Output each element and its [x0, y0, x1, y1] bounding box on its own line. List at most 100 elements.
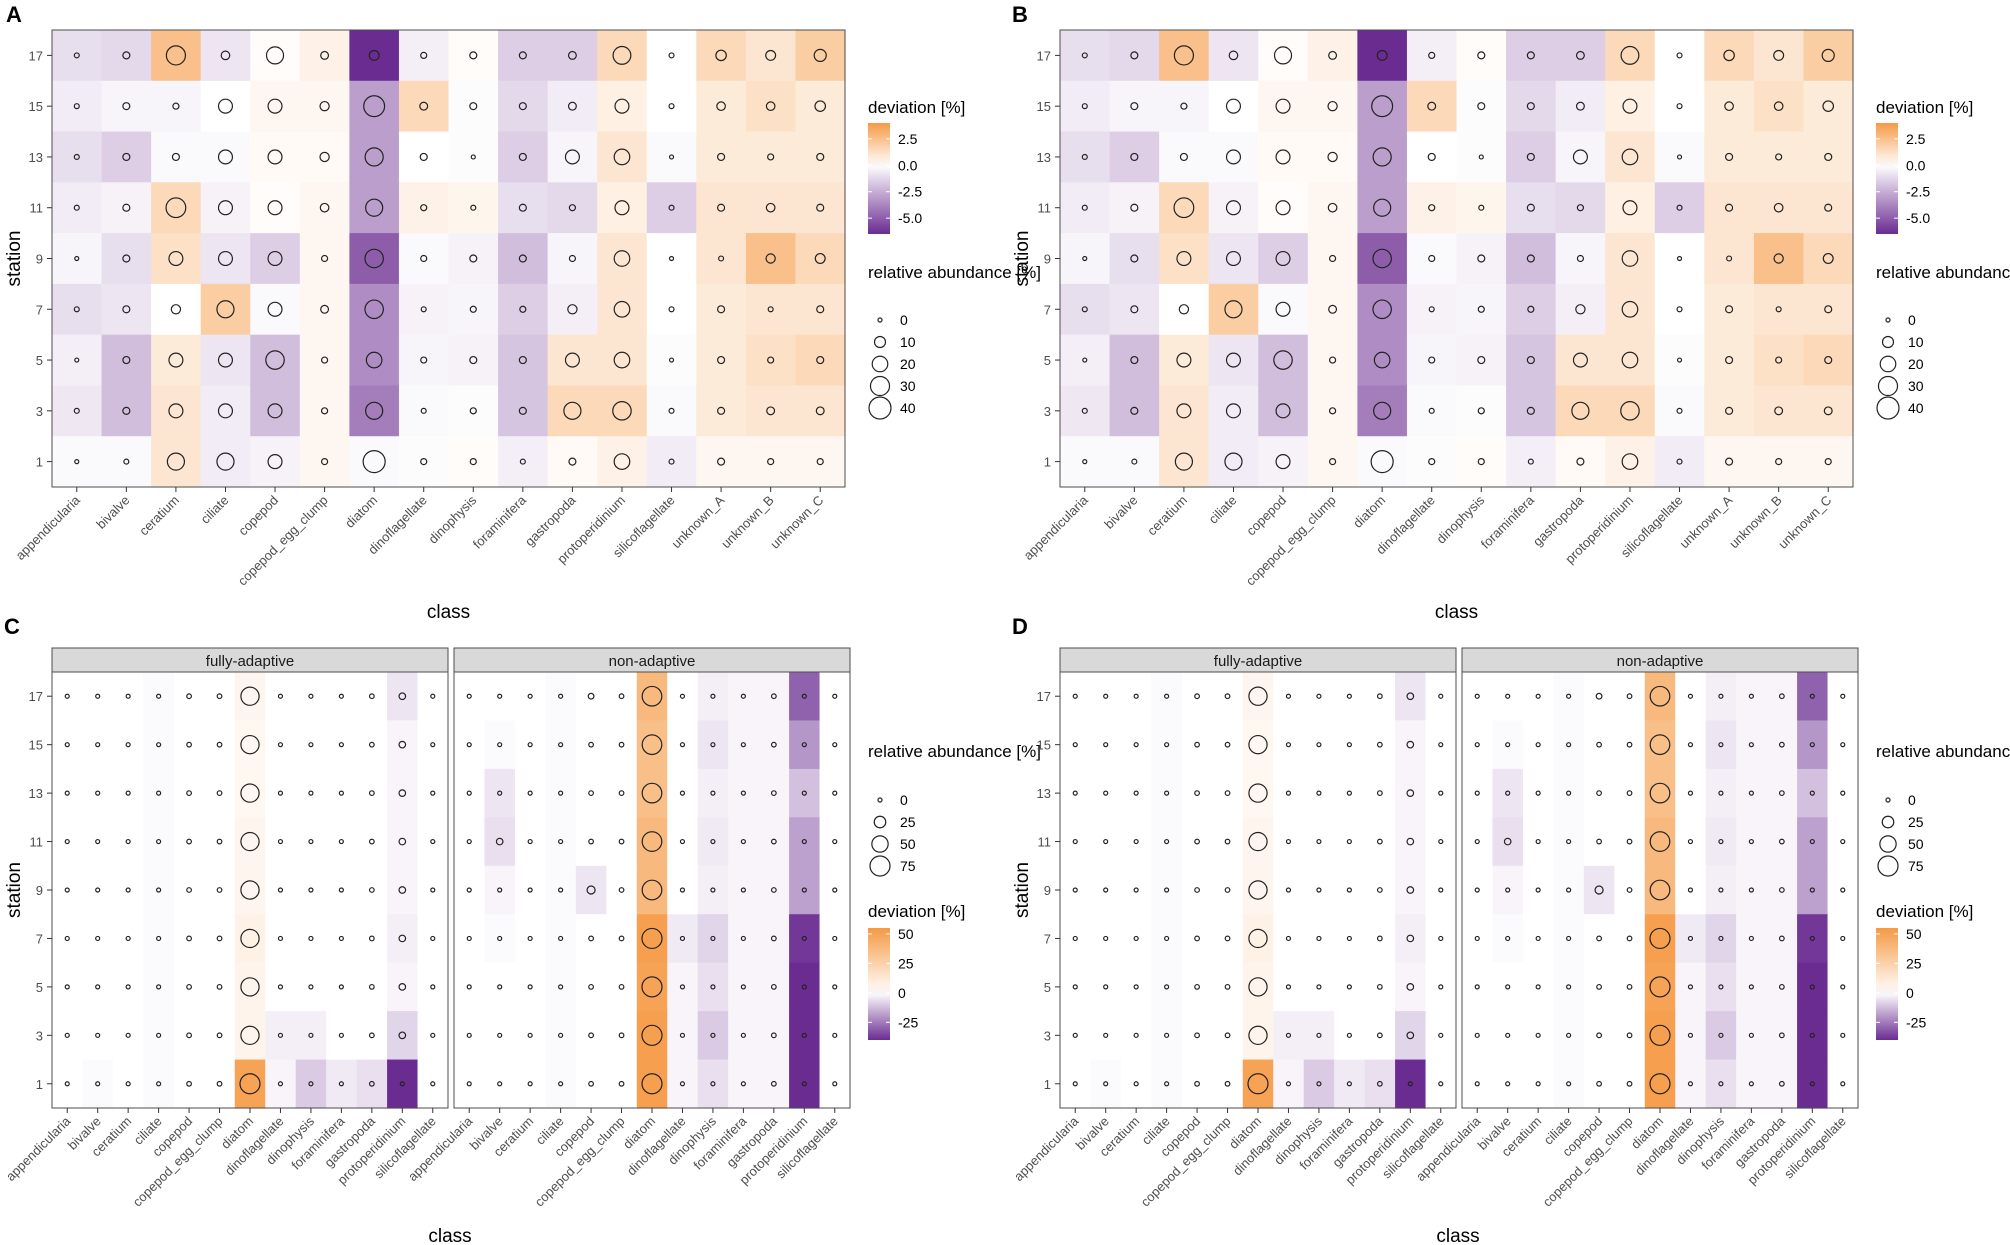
- abundance-point: [1566, 887, 1572, 893]
- abundance-point: [74, 357, 80, 363]
- abundance-point: [1622, 200, 1638, 216]
- abundance-point: [1133, 984, 1139, 990]
- heatmap-cell: [143, 962, 175, 1012]
- abundance-point: [320, 457, 329, 466]
- x-tick-label: bivalve: [1101, 493, 1140, 532]
- heatmap-cell: [1109, 30, 1160, 82]
- heatmap-cell: [1303, 720, 1335, 770]
- abundance-point: [1626, 693, 1633, 700]
- abundance-point: [308, 887, 314, 893]
- heatmap-cell: [1090, 768, 1122, 818]
- abundance-point: [1194, 693, 1200, 700]
- size-legend-title: relative abundance [%]: [1876, 263, 2010, 282]
- heatmap-cell: [250, 385, 301, 437]
- y-axis-title: station: [4, 862, 25, 918]
- heatmap-cell: [1060, 914, 1092, 964]
- heatmap-cell: [1553, 1011, 1585, 1061]
- abundance-point: [267, 200, 283, 216]
- heatmap-cell: [1208, 436, 1259, 488]
- abundance-point: [1566, 1032, 1572, 1038]
- abundance-point: [319, 202, 330, 213]
- abundance-point: [641, 831, 663, 852]
- heatmap-cell: [1583, 768, 1615, 818]
- heatmap-cell: [1766, 962, 1798, 1012]
- abundance-point: [1373, 401, 1392, 420]
- abundance-point: [168, 352, 184, 368]
- heatmap-cell: [417, 768, 449, 818]
- heatmap-cell: [514, 817, 546, 867]
- abundance-point: [240, 880, 260, 900]
- heatmap-cell: [789, 768, 821, 818]
- heatmap-cell: [448, 182, 499, 234]
- abundance-point: [216, 693, 223, 700]
- size-legend-key: [877, 797, 883, 803]
- heatmap-cell: [545, 817, 577, 867]
- heatmap-cell: [1307, 80, 1358, 133]
- heatmap-cell: [1120, 1059, 1152, 1109]
- heatmap-cell: [349, 30, 400, 82]
- abundance-point: [1133, 887, 1139, 893]
- abundance-point: [186, 741, 192, 748]
- heatmap-cell: [1273, 1059, 1305, 1109]
- abundance-point: [1406, 983, 1415, 991]
- heatmap-cell: [789, 914, 821, 964]
- abundance-point: [1824, 305, 1833, 314]
- heatmap-cell: [795, 233, 846, 285]
- heatmap-cell: [1522, 720, 1554, 770]
- heatmap-cell: [1060, 80, 1111, 133]
- abundance-point: [1228, 50, 1239, 61]
- panel-label: A: [6, 2, 22, 27]
- heatmap-cell: [1159, 436, 1210, 488]
- heatmap-cell: [1736, 817, 1768, 867]
- heatmap-cell: [1208, 334, 1259, 387]
- heatmap-cell: [1364, 962, 1396, 1012]
- heatmap-cell: [250, 131, 301, 183]
- abundance-point: [122, 355, 131, 365]
- heatmap-cell: [514, 720, 546, 770]
- heatmap-cell: [1258, 182, 1309, 234]
- heatmap-cell: [200, 283, 251, 336]
- heatmap-cell: [1090, 1011, 1122, 1061]
- abundance-point: [832, 1032, 838, 1038]
- abundance-point: [679, 1032, 686, 1038]
- abundance-point: [125, 1032, 131, 1038]
- heatmap-cell: [484, 1059, 516, 1109]
- abundance-point: [1285, 693, 1292, 699]
- heatmap-cell: [745, 182, 797, 234]
- heatmap-cell: [295, 720, 327, 770]
- abundance-point: [668, 154, 675, 160]
- y-tick-label: 13: [1037, 150, 1051, 165]
- abundance-point: [1748, 1081, 1754, 1087]
- abundance-point: [1224, 983, 1231, 990]
- abundance-point: [1649, 734, 1671, 756]
- abundance-point: [1535, 742, 1541, 748]
- abundance-point: [832, 887, 838, 893]
- heatmap-cell: [1753, 334, 1805, 387]
- abundance-point: [430, 693, 436, 699]
- heatmap-cell: [1364, 672, 1396, 722]
- heatmap-cell: [1406, 436, 1458, 488]
- abundance-point: [368, 741, 375, 748]
- heatmap-cell: [1827, 914, 1859, 964]
- heatmap-cell: [1212, 817, 1244, 867]
- abundance-point: [558, 984, 564, 990]
- abundance-point: [1809, 838, 1815, 845]
- y-tick-label: 13: [29, 150, 43, 165]
- abundance-point: [518, 203, 527, 212]
- abundance-point: [717, 305, 726, 314]
- heatmap-cell: [265, 1011, 297, 1061]
- abundance-point: [308, 1081, 314, 1087]
- heatmap-cell: [667, 672, 699, 722]
- abundance-point: [564, 352, 580, 368]
- abundance-point: [1626, 838, 1633, 845]
- y-tick-label: 3: [1044, 1028, 1051, 1043]
- heatmap-cell: [1704, 385, 1755, 437]
- abundance-point: [95, 1032, 101, 1038]
- heatmap-cell: [1212, 962, 1244, 1012]
- abundance-point: [588, 983, 594, 990]
- heatmap-cell: [1159, 233, 1210, 285]
- deviation-colorbar: [1876, 123, 1898, 234]
- abundance-point: [1840, 742, 1846, 748]
- x-tick-label: copepod: [1243, 493, 1289, 539]
- abundance-point: [186, 1080, 192, 1087]
